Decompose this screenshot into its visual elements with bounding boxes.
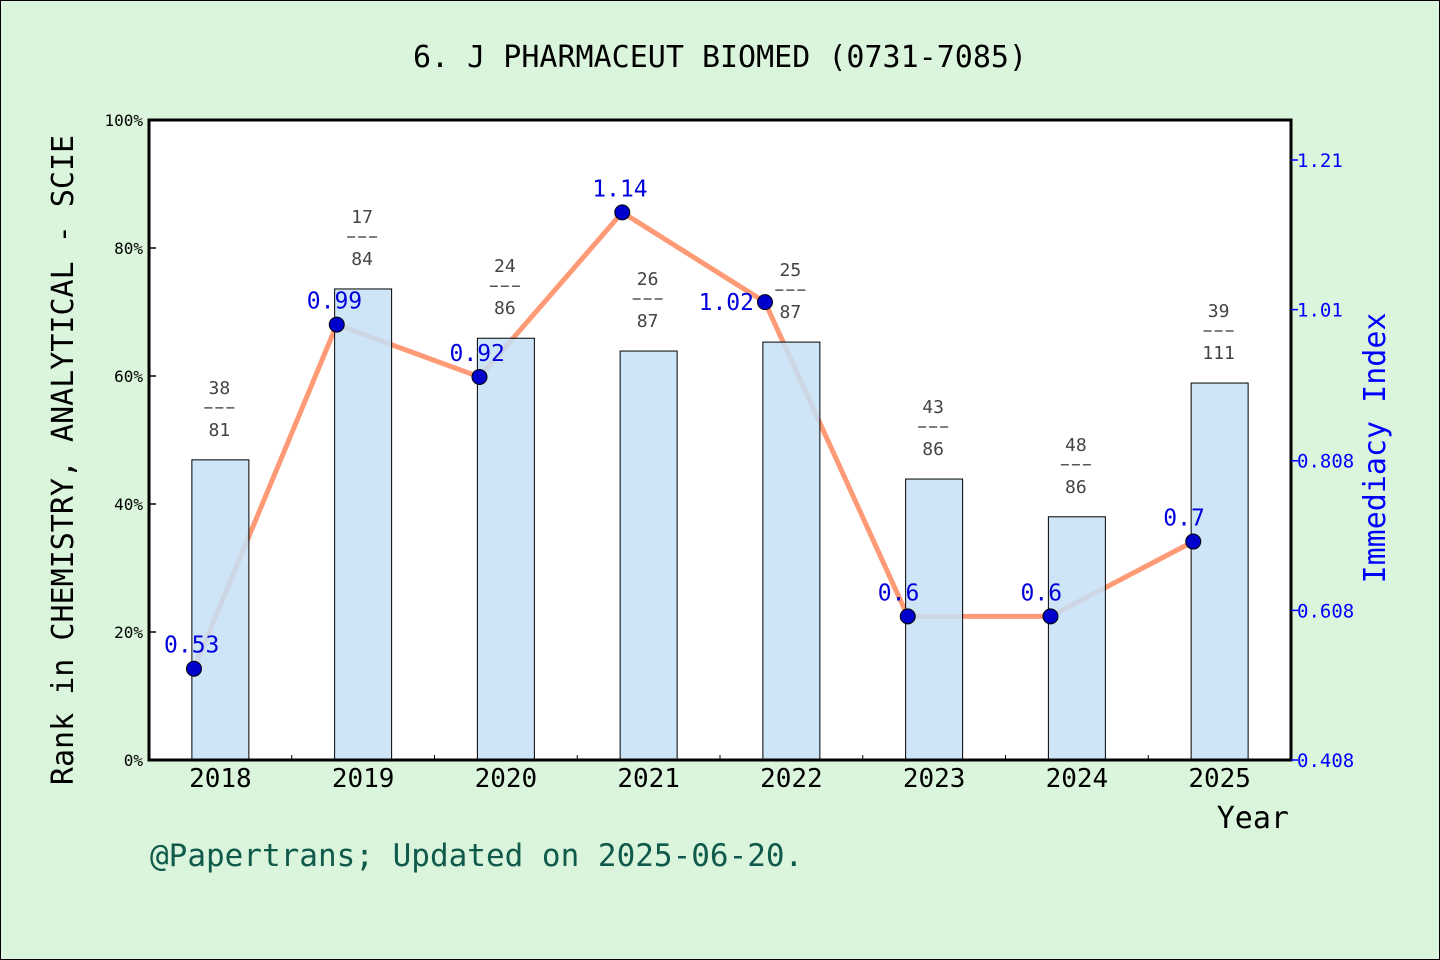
immediacy-marker <box>1042 608 1059 625</box>
bar-total-label: 86 <box>1065 477 1087 498</box>
y-tick-label: 40% <box>114 495 143 514</box>
y-right-tick-label: 0.608 <box>1297 600 1354 622</box>
y-right-tick-label: 1.01 <box>1297 300 1343 322</box>
immediacy-marker <box>186 660 202 677</box>
axes: 0% 20% 40% 60% 80% 100% 0.408 0.608 0.808 1.01 1.2… <box>104 111 1354 794</box>
immediacy-value-label: 0.6 <box>878 580 920 606</box>
x-tick-label: 2020 <box>475 764 538 794</box>
immediacy-value-label: 0.6 <box>1021 580 1063 606</box>
immediacy-value-label: 0.53 <box>164 633 219 659</box>
bar-total-label: 86 <box>494 298 516 319</box>
bar-rank-label: 48 <box>1065 435 1087 456</box>
plot-area <box>149 120 1291 760</box>
bar-total-label: 84 <box>351 249 373 270</box>
immediacy-marker <box>899 608 916 625</box>
rank-bar <box>334 288 393 761</box>
y-tick-label: 20% <box>114 623 143 642</box>
x-tick-label: 2023 <box>903 764 966 794</box>
x-axis-label: Year <box>1217 801 1289 836</box>
bar-rank-label: 39 <box>1208 301 1230 322</box>
rank-bar <box>1047 516 1106 761</box>
immediacy-value-label: 0.99 <box>307 289 362 315</box>
rank-bar <box>476 337 535 761</box>
bar-total-label: 111 <box>1202 343 1235 364</box>
immediacy-value-label: 0.7 <box>1163 506 1205 532</box>
y-tick-label: 0% <box>124 751 144 770</box>
x-tick-label: 2025 <box>1188 764 1251 794</box>
rank-bar <box>1190 382 1249 761</box>
line-markers: 0.53 0.99 0.92 1.14 1.02 0.6 0.6 0.7 <box>164 176 1205 677</box>
bar-total-label: 87 <box>637 311 659 332</box>
footer-note: @Papertrans; Updated on 2025-06-20. <box>150 838 803 874</box>
rank-bar <box>619 350 678 761</box>
y-tick-label: 100% <box>104 111 143 130</box>
bar-rank-label: 26 <box>637 269 659 290</box>
x-tick-label: 2024 <box>1046 764 1109 794</box>
x-tick-label: 2021 <box>617 764 680 794</box>
bar-series: 38 81 17 84 24 86 26 87 25 87 43 86 48 86 39 111 <box>191 207 1249 761</box>
y-tick-label: 60% <box>114 367 143 386</box>
x-tick-label: 2022 <box>760 764 823 794</box>
bar-total-label: 81 <box>209 420 231 441</box>
immediacy-marker <box>471 368 488 385</box>
rank-bar <box>191 459 250 761</box>
x-tick-label: 2018 <box>189 764 252 794</box>
immediacy-value-label: 1.02 <box>699 290 754 316</box>
y-tick-label: 80% <box>114 239 143 258</box>
y-right-tick-label: 0.808 <box>1297 451 1354 473</box>
rank-bar <box>762 341 821 761</box>
bar-rank-label: 17 <box>351 207 373 228</box>
bar-total-label: 87 <box>780 302 802 323</box>
immediacy-marker <box>757 294 773 311</box>
immediacy-value-label: 0.92 <box>450 341 505 367</box>
bar-total-label: 86 <box>922 439 944 460</box>
chart-title: 6. J PHARMACEUT BIOMED (0731-7085) <box>413 40 1027 75</box>
bar-rank-label: 43 <box>922 397 944 418</box>
immediacy-marker <box>614 204 631 221</box>
bar-rank-label: 38 <box>209 378 231 399</box>
x-tick-label: 2019 <box>332 764 395 794</box>
y-right-tick-label: 0.408 <box>1297 750 1354 772</box>
immediacy-value-label: 1.14 <box>592 176 647 202</box>
bar-rank-label: 25 <box>780 260 802 281</box>
y-right-tick-label: 1.21 <box>1297 150 1343 172</box>
rank-bar <box>905 478 964 761</box>
immediacy-marker <box>1185 533 1202 550</box>
bar-rank-label: 24 <box>494 256 516 277</box>
immediacy-marker <box>328 316 345 333</box>
y-axis-label: Rank in CHEMISTRY, ANALYTICAL - SCIE <box>46 135 81 785</box>
y-axis-right-label: Immediacy Index <box>1358 313 1393 584</box>
